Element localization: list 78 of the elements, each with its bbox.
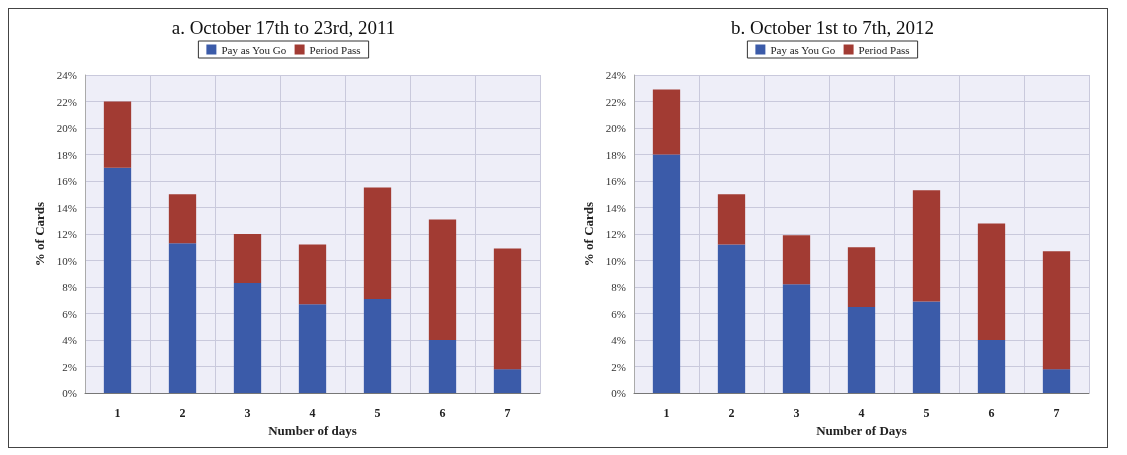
y-tick-label: 22% — [56, 95, 77, 108]
y-tick-label: 2% — [611, 360, 626, 373]
y-tick-label: 20% — [605, 122, 626, 134]
bar — [168, 194, 197, 244]
x-tick-label: 3 — [793, 406, 800, 420]
y-tick-label: 6% — [611, 307, 626, 320]
x-tick-label: 4 — [309, 406, 316, 420]
x-tick-label: 1 — [114, 406, 121, 420]
bar — [977, 340, 1006, 393]
bar — [298, 304, 327, 393]
legend-label: Period Pass — [309, 43, 361, 56]
y-tick-label: 10% — [605, 254, 626, 267]
chart-title: b. October 1st to 7th, 2012 — [730, 17, 935, 38]
y-tick-label: 6% — [62, 307, 77, 320]
y-tick-label: 18% — [605, 148, 626, 161]
bar — [912, 190, 941, 302]
y-tick-label: 4% — [611, 334, 626, 346]
bar — [782, 235, 811, 285]
y-tick-label: 22% — [605, 95, 626, 108]
bar — [847, 306, 876, 393]
y-axis-title: % of Cards — [580, 201, 596, 267]
y-tick-label: 12% — [605, 228, 626, 240]
legend-label: Pay as You Go — [770, 43, 836, 56]
bar — [168, 243, 197, 393]
x-axis-title: Number of Days — [816, 422, 907, 438]
chart-title: a. October 17th to 23rd, 2011 — [171, 17, 396, 38]
bar — [717, 244, 746, 393]
y-tick-label: 16% — [56, 175, 77, 187]
bar — [103, 167, 132, 393]
y-tick-label: 8% — [62, 281, 77, 293]
bar — [363, 187, 392, 299]
x-tick-label: 6 — [439, 406, 446, 420]
bar — [298, 244, 327, 305]
x-tick-label: 1 — [663, 406, 670, 420]
x-axis-title: Number of days — [268, 422, 357, 438]
bar — [847, 247, 876, 307]
bar — [977, 223, 1006, 340]
bar — [782, 284, 811, 393]
x-tick-label: 7 — [504, 406, 511, 420]
y-tick-label: 12% — [56, 228, 77, 240]
x-tick-label: 5 — [923, 406, 930, 420]
y-tick-label: 14% — [605, 201, 626, 214]
bar — [103, 101, 132, 168]
bar — [493, 248, 522, 370]
bar — [363, 298, 392, 393]
x-tick-label: 2 — [728, 406, 735, 420]
y-tick-label: 20% — [56, 122, 77, 134]
x-tick-label: 2 — [179, 406, 186, 420]
x-tick-label: 5 — [374, 406, 381, 420]
y-tick-label: 14% — [56, 201, 77, 214]
legend-label: Pay as You Go — [221, 43, 287, 56]
bar — [428, 340, 457, 393]
bar — [912, 301, 941, 393]
y-tick-label: 18% — [56, 148, 77, 161]
bar — [717, 194, 746, 245]
bar — [1042, 369, 1071, 393]
y-tick-label: 24% — [56, 69, 77, 81]
y-tick-label: 10% — [56, 254, 77, 267]
bar — [652, 89, 681, 155]
bar — [652, 154, 681, 393]
bar — [233, 283, 262, 393]
y-tick-label: 4% — [62, 334, 77, 346]
y-tick-label: 8% — [611, 281, 626, 293]
x-tick-label: 6 — [988, 406, 995, 420]
y-tick-label: 0% — [611, 387, 626, 399]
legend-label: Period Pass — [858, 43, 910, 56]
x-tick-label: 3 — [244, 406, 251, 420]
bar — [233, 234, 262, 284]
bar — [1042, 251, 1071, 370]
y-tick-label: 16% — [605, 175, 626, 187]
y-tick-label: 0% — [62, 387, 77, 399]
bar — [428, 219, 457, 340]
x-tick-label: 7 — [1053, 406, 1060, 420]
x-tick-label: 4 — [858, 406, 865, 420]
y-axis-title: % of Cards — [31, 201, 47, 267]
bar — [493, 369, 522, 393]
y-tick-label: 2% — [62, 360, 77, 373]
y-tick-label: 24% — [605, 69, 626, 81]
